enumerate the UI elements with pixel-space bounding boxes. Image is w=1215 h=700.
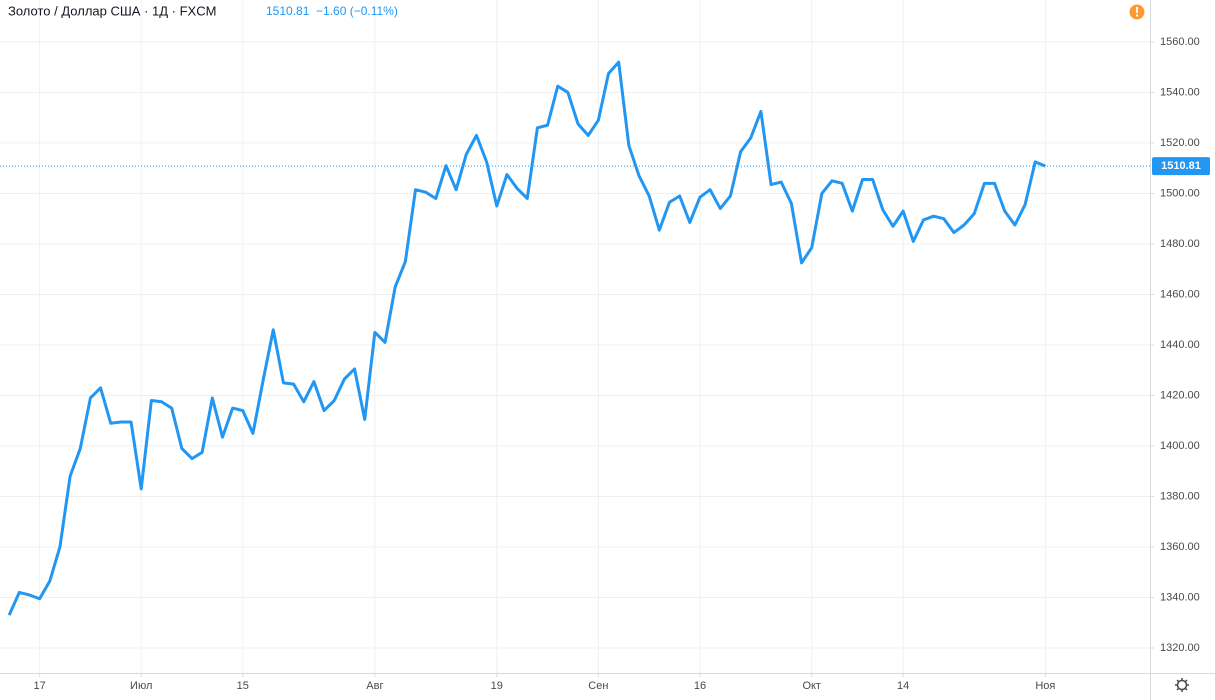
y-tick-label: 1520.00 (1160, 137, 1200, 149)
y-tick-label: 1380.00 (1160, 490, 1200, 502)
y-tick-label: 1540.00 (1160, 86, 1200, 98)
alert-dot (1136, 14, 1138, 17)
y-tick-label: 1500.00 (1160, 187, 1200, 199)
alert-icon[interactable] (1129, 4, 1145, 20)
y-tick-label: 1400.00 (1160, 440, 1200, 452)
price-line (7, 60, 1046, 616)
last-price-tag-label: 1510.81 (1161, 160, 1201, 172)
last-price: 1510.81 (266, 4, 310, 18)
y-tick-label: 1480.00 (1160, 238, 1200, 250)
x-tick-label: 16 (694, 680, 706, 692)
x-tick-label: 17 (33, 680, 45, 692)
y-tick-label: 1420.00 (1160, 389, 1200, 401)
x-tick-label: 15 (237, 680, 249, 692)
y-tick-label: 1440.00 (1160, 339, 1200, 351)
x-tick-label: Июл (130, 680, 152, 692)
x-tick-label: Окт (802, 680, 821, 692)
x-tick-label: Сен (588, 680, 608, 692)
x-tick-label: 14 (897, 680, 909, 692)
x-tick-label: Ноя (1035, 680, 1055, 692)
y-tick-label: 1320.00 (1160, 642, 1200, 654)
settings-icon[interactable] (1175, 678, 1189, 692)
chart-title: Золото / Доллар США · 1Д · FXCM (8, 3, 216, 18)
y-tick-label: 1340.00 (1160, 591, 1200, 603)
x-tick-label: Авг (366, 680, 383, 692)
last-price-tag (1152, 157, 1210, 176)
y-tick-label: 1360.00 (1160, 541, 1200, 553)
price-change: −1.60 (−0.11%) (316, 4, 398, 18)
alert-mark (1136, 7, 1138, 13)
y-tick-label: 1460.00 (1160, 288, 1200, 300)
x-tick-label: 19 (491, 680, 503, 692)
y-tick-label: 1560.00 (1160, 36, 1200, 48)
gear-teeth (1175, 678, 1189, 692)
grid (0, 0, 1150, 673)
